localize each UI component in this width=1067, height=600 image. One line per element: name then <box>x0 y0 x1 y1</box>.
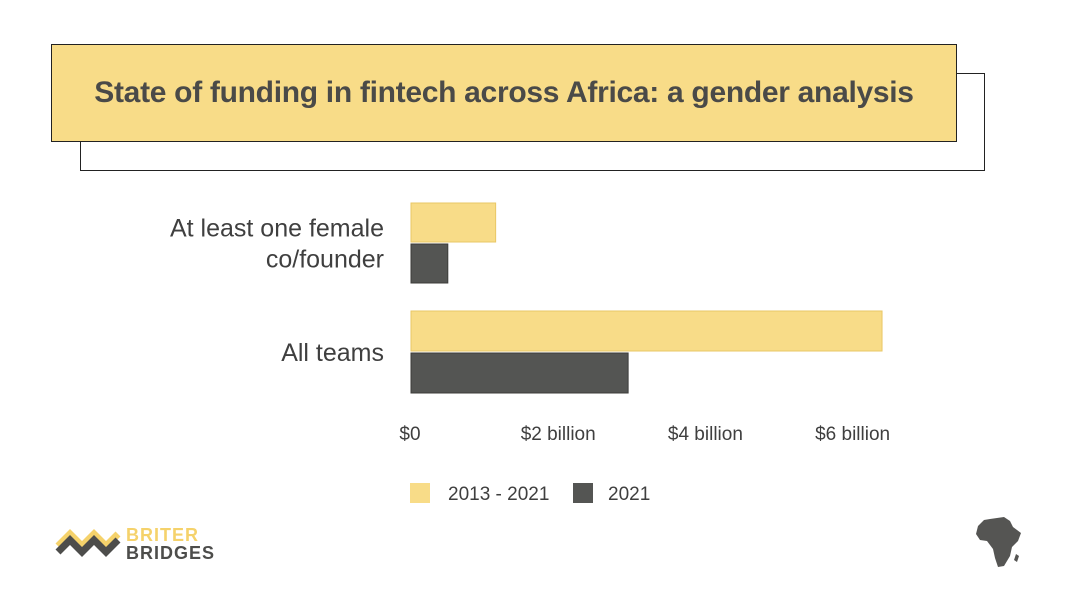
logo-text-briter: BRITER <box>126 525 199 545</box>
logo-zigzag-bottom <box>55 535 121 557</box>
logo-text-bridges: BRIDGES <box>126 543 215 563</box>
x-tick-label-2: $2 billion <box>521 424 596 445</box>
legend-label-2: 2021 <box>608 484 650 505</box>
legend-label-1: 2013 - 2021 <box>448 484 549 505</box>
logo-zigzag-top <box>55 529 121 551</box>
legend-swatch-2 <box>573 483 593 503</box>
bar-2-series-1 <box>410 310 883 352</box>
x-tick-label-1: $0 <box>399 424 420 445</box>
x-tick-label-4: $6 billion <box>815 424 890 445</box>
chart-title: State of funding in fintech across Afric… <box>94 76 914 109</box>
category-label-1-line-2: co/founder <box>266 246 384 274</box>
africa-map-icon <box>976 517 1021 567</box>
legend-swatch-1 <box>410 483 430 503</box>
title-banner: State of funding in fintech across Afric… <box>51 44 957 142</box>
briter-bridges-logo-icon <box>55 529 121 557</box>
x-tick-label-3: $4 billion <box>668 424 743 445</box>
bar-1-series-2 <box>410 243 449 284</box>
category-label-1-line-1: At least one female <box>170 215 384 243</box>
bar-1-series-1 <box>410 202 497 243</box>
bar-2-series-2 <box>410 352 629 394</box>
category-label-2-line-1: All teams <box>281 339 384 367</box>
